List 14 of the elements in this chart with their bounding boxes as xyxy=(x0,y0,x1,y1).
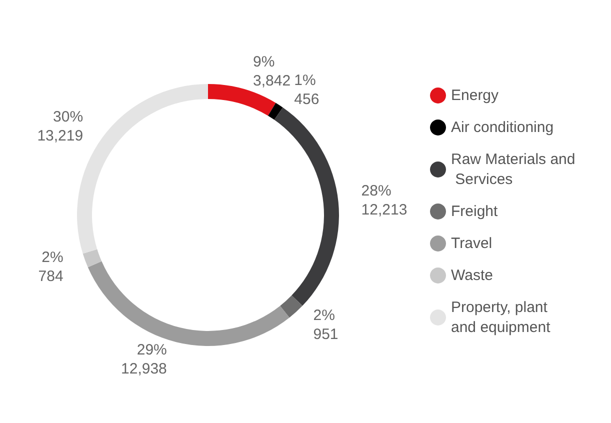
legend-label: Air conditioning xyxy=(451,119,554,136)
legend-label: Property, plant and equipment xyxy=(451,299,552,336)
data-label: 28% 12,213 xyxy=(361,182,408,218)
data-label: 1% 456 xyxy=(294,72,320,108)
legend-label: Raw Materials and Services xyxy=(451,151,576,188)
data-label: 2% 784 xyxy=(38,248,64,285)
data-label: 29% 12,938 xyxy=(121,342,167,378)
legend-label: Waste xyxy=(451,267,493,284)
data-label: 30% 13,219 xyxy=(37,108,84,145)
legend-label: Travel xyxy=(451,235,492,252)
legend-label: Freight xyxy=(451,203,499,220)
data-label: 2% 951 xyxy=(313,307,338,344)
legend-label: Energy xyxy=(451,87,500,104)
data-label: 9% 3,842 xyxy=(253,53,291,90)
